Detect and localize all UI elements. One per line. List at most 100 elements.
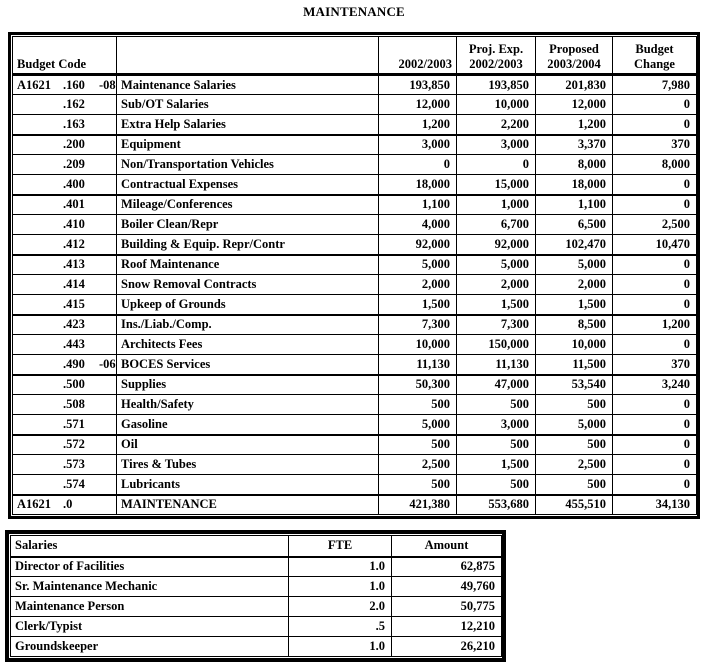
- position-cell: Sr. Maintenance Mechanic: [10, 576, 289, 597]
- description-cell: Health/Safety: [116, 394, 379, 415]
- budget-table: Budget Code 2002/2003 Proj. Exp. 2002/20…: [12, 36, 697, 515]
- proposed-cell: 6,500: [535, 214, 613, 235]
- budget-code-cell: .200: [12, 133, 117, 155]
- proposed-cell: 500: [535, 474, 613, 495]
- amount-2002-2003-cell: 500: [378, 474, 457, 495]
- proj-exp-cell: 500: [456, 474, 536, 495]
- proposed-cell: 5,000: [535, 253, 613, 275]
- proj-exp-cell: 2,000: [456, 274, 536, 295]
- description-cell: Snow Removal Contracts: [116, 274, 379, 295]
- fte-header: FTE: [288, 535, 392, 558]
- budget-change-cell: 0: [612, 433, 697, 455]
- proj-exp-cell: 3,000: [456, 133, 536, 155]
- fte-cell: 1.0: [288, 576, 392, 597]
- budget-change-cell: 0: [612, 114, 697, 135]
- fte-cell: .5: [288, 616, 392, 637]
- proposed-header: Proposed 2003/2004: [535, 36, 613, 76]
- fte-cell: 2.0: [288, 596, 392, 617]
- amount-2002-2003-cell: 1,200: [378, 114, 457, 135]
- budget-change-cell: 0: [612, 94, 697, 115]
- budget-code-header: Budget Code: [12, 36, 117, 76]
- budget-code-main: .490: [63, 356, 85, 371]
- budget-code-cell: .572: [12, 433, 117, 455]
- budget-code-cell: .423: [12, 313, 117, 335]
- table-row: .508 Health/Safety 500 500 500 0: [12, 394, 697, 415]
- proposed-cell: 201,830: [535, 74, 613, 95]
- budget-change-cell: 0: [612, 414, 697, 435]
- description-cell: Sub/OT Salaries: [116, 94, 379, 115]
- amount-2002-2003-cell: 5,000: [378, 414, 457, 435]
- amount-cell: 49,760: [391, 576, 502, 597]
- proj-exp-cell: 500: [456, 394, 536, 415]
- budget-code-cell: .401: [12, 193, 117, 215]
- budget-code-main: .200: [63, 137, 85, 152]
- amount-2002-2003-cell: 12,000: [378, 94, 457, 115]
- budget-change-cell: 0: [612, 193, 697, 215]
- description-cell: Contractual Expenses: [116, 174, 379, 195]
- budget-code-cell: .571: [12, 414, 117, 435]
- salaries-header: Salaries: [10, 535, 289, 558]
- proposed-cell: 2,500: [535, 454, 613, 475]
- budget-code-cell: A1621 .0: [12, 493, 117, 515]
- budget-code-main: .160: [63, 77, 85, 92]
- description-cell: Equipment: [116, 133, 379, 155]
- budget-code-prefix: A1621: [17, 497, 52, 512]
- amount-2002-2003-cell: 1,100: [378, 193, 457, 215]
- proj-exp-header-line2: 2002/2003: [469, 57, 523, 71]
- amount-2002-2003-cell: 421,380: [378, 493, 457, 515]
- amount-2002-2003-cell: 11,130: [378, 354, 457, 375]
- table-row: .443 Architects Fees 10,000 150,000 10,0…: [12, 334, 697, 355]
- table-row: .490 -06 BOCES Services 11,130 11,130 11,…: [12, 354, 697, 375]
- proj-exp-cell: 1,000: [456, 193, 536, 215]
- budget-change-cell: 0: [612, 274, 697, 295]
- proposed-cell: 8,500: [535, 313, 613, 335]
- budget-code-cell: .490 -06: [12, 354, 117, 375]
- budget-change-cell: 0: [612, 253, 697, 275]
- budget-code-main: .401: [63, 197, 85, 212]
- budget-change-cell: 0: [612, 294, 697, 315]
- budget-code-main: .443: [63, 337, 85, 351]
- budget-code-cell: .508: [12, 394, 117, 415]
- budget-code-main: .163: [63, 116, 85, 131]
- budget-code-suffix: -06: [99, 356, 116, 371]
- budget-code-cell: .209: [12, 154, 117, 175]
- amount-2002-2003-cell: 18,000: [378, 174, 457, 195]
- budget-code-main: .415: [63, 296, 85, 311]
- proposed-cell: 2,000: [535, 274, 613, 295]
- budget-code-main: .414: [63, 277, 85, 291]
- table-row: Sr. Maintenance Mechanic 1.0 49,760: [10, 576, 502, 597]
- budget-table-header-row: Budget Code 2002/2003 Proj. Exp. 2002/20…: [12, 36, 697, 76]
- budget-change-cell: 0: [612, 394, 697, 415]
- description-header: [116, 36, 379, 76]
- table-row: .500 Supplies 50,300 47,000 53,540 3,240: [12, 373, 697, 395]
- budget-code-main: .413: [63, 257, 85, 272]
- budget-change-cell: 0: [612, 174, 697, 195]
- description-cell: Gasoline: [116, 414, 379, 435]
- amount-2002-2003-cell: 2,000: [378, 274, 457, 295]
- table-row: .571 Gasoline 5,000 3,000 5,000 0: [12, 414, 697, 435]
- table-row: Clerk/Typist .5 12,210: [10, 616, 502, 637]
- proj-exp-cell: 2,200: [456, 114, 536, 135]
- budget-code-main: .573: [63, 457, 85, 471]
- table-row: Groundskeeper 1.0 26,210: [10, 636, 502, 657]
- amount-2002-2003-cell: 92,000: [378, 234, 457, 255]
- budget-code-cell: .162: [12, 94, 117, 115]
- budget-code-cell: .412: [12, 234, 117, 255]
- budget-change-cell: 7,980: [612, 74, 697, 95]
- proposed-cell: 102,470: [535, 234, 613, 255]
- amount-2002-2003-cell: 0: [378, 154, 457, 175]
- budget-code-main: .574: [63, 476, 85, 491]
- budget-change-cell: 10,470: [612, 234, 697, 255]
- budget-code-cell: .400: [12, 174, 117, 195]
- budget-code-cell: .573: [12, 454, 117, 475]
- proposed-cell: 11,500: [535, 354, 613, 375]
- proj-exp-header: Proj. Exp. 2002/2003: [456, 36, 536, 76]
- proj-exp-cell: 47,000: [456, 373, 536, 395]
- budget-code-cell: .163: [12, 114, 117, 135]
- proj-exp-cell: 92,000: [456, 234, 536, 255]
- description-cell: Boiler Clean/Repr: [116, 214, 379, 235]
- proposed-cell: 5,000: [535, 414, 613, 435]
- budget-change-cell: 1,200: [612, 313, 697, 335]
- proj-exp-cell: 5,000: [456, 253, 536, 275]
- amount-cell: 62,875: [391, 556, 502, 577]
